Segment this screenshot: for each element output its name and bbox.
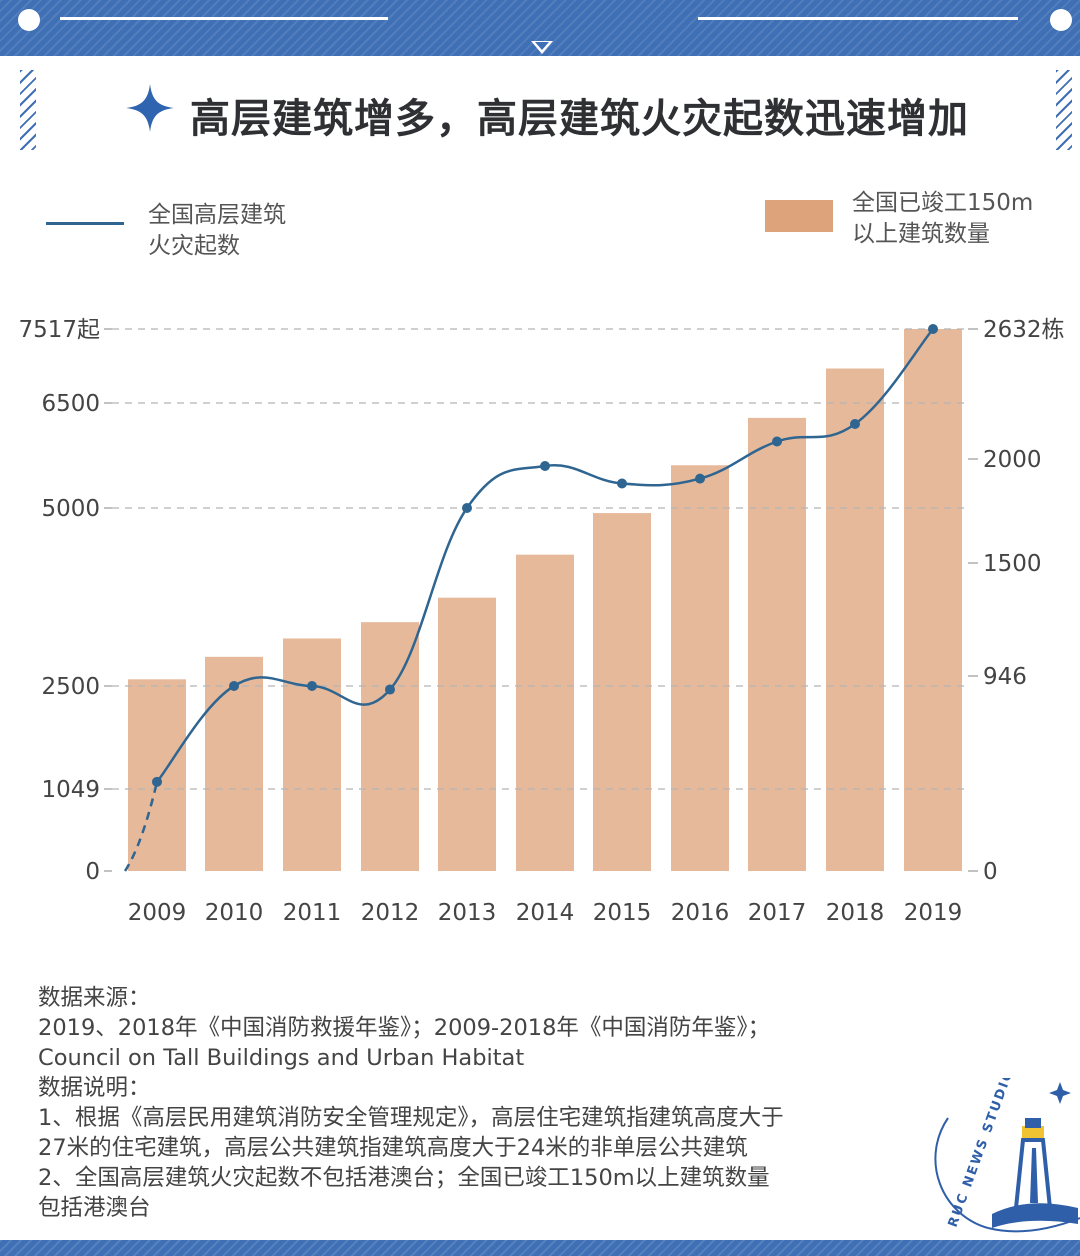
legend-bar-label: 全国已竣工150m 以上建筑数量 bbox=[852, 188, 1033, 250]
bar-2013 bbox=[438, 597, 496, 871]
right-rule bbox=[698, 17, 1018, 20]
x-tick-label: 2013 bbox=[438, 900, 497, 926]
top-banner bbox=[0, 0, 1080, 56]
x-tick-label: 2014 bbox=[516, 900, 575, 926]
chart: 0 1049 2500 5000 6500 7517起 0 946 1500 2000 2632栋 2… bbox=[18, 317, 1065, 926]
bar-2012 bbox=[361, 622, 419, 871]
legend-line-label-1: 全国高层建筑 bbox=[148, 202, 286, 228]
left-rule bbox=[60, 17, 388, 20]
legend-bar-swatch bbox=[765, 200, 833, 232]
bar-2014 bbox=[516, 554, 574, 871]
bar-2016 bbox=[671, 465, 729, 871]
x-tick-label: 2015 bbox=[593, 900, 652, 926]
notes-line: 2、全国高层建筑火灾起数不包括港澳台；全国已竣工150m以上建筑数量 bbox=[38, 1165, 770, 1191]
bar-2018 bbox=[826, 368, 884, 871]
notes-line: 数据来源： bbox=[38, 985, 151, 1011]
legend-line-swatch bbox=[46, 222, 124, 225]
right-tick-label: 1500 bbox=[983, 551, 1042, 577]
notes-line: 包括港澳台 bbox=[38, 1195, 151, 1221]
page-title: 高层建筑增多，高层建筑火灾起数迅速增加 bbox=[190, 96, 969, 142]
x-tick-label: 2011 bbox=[283, 900, 342, 926]
logo-text: RUC NEWS STUDIO bbox=[946, 1078, 1018, 1229]
right-dot-icon bbox=[1050, 9, 1072, 31]
x-tick-label: 2010 bbox=[205, 900, 264, 926]
bar-2010 bbox=[205, 656, 263, 871]
notes-line: 数据说明： bbox=[38, 1075, 151, 1101]
left-tick-label: 0 bbox=[85, 859, 100, 885]
x-tick-label: 2017 bbox=[748, 900, 807, 926]
line-point-2017 bbox=[772, 436, 782, 447]
notes-block: 数据来源： 2019、2018年《中国消防救援年鉴》；2009-2018年《中国… bbox=[38, 983, 878, 1223]
x-tick-label: 2009 bbox=[128, 900, 187, 926]
legend-line-label-2: 火灾起数 bbox=[148, 233, 240, 259]
line-point-2014 bbox=[540, 461, 550, 471]
right-tick-label: 0 bbox=[983, 859, 998, 885]
star-icon bbox=[126, 84, 174, 132]
left-hatch-decoration bbox=[20, 70, 36, 150]
legend-line-label: 全国高层建筑 火灾起数 bbox=[148, 200, 286, 262]
line-point-2018 bbox=[850, 419, 860, 429]
notch-inner bbox=[535, 42, 549, 50]
line-point-2010 bbox=[229, 681, 239, 691]
line-point-2019 bbox=[928, 324, 938, 334]
notes-line: 2019、2018年《中国消防救援年鉴》；2009-2018年《中国消防年鉴》； bbox=[38, 1015, 771, 1041]
line-point-2012 bbox=[385, 684, 395, 695]
line-point-2009 bbox=[152, 776, 162, 787]
bottom-banner bbox=[0, 1240, 1080, 1256]
right-hatch-decoration bbox=[1056, 70, 1072, 150]
left-dot-icon bbox=[18, 9, 40, 31]
line-point-2011 bbox=[307, 681, 317, 691]
left-tick-label: 6500 bbox=[41, 391, 100, 417]
legend-bar-label-2: 以上建筑数量 bbox=[852, 221, 990, 247]
right-tick-label: 946 bbox=[983, 664, 1027, 690]
notes-line: Council on Tall Buildings and Urban Habi… bbox=[38, 1045, 525, 1071]
x-tick-label: 2019 bbox=[904, 900, 963, 926]
right-tick-label: 2000 bbox=[983, 447, 1042, 473]
line-series bbox=[156, 328, 934, 783]
x-tick-label: 2012 bbox=[361, 900, 420, 926]
line-point-2016 bbox=[695, 473, 705, 484]
left-tick-label: 5000 bbox=[41, 496, 100, 522]
legend-bar-label-1: 全国已竣工150m bbox=[852, 190, 1034, 216]
left-tick-label: 1049 bbox=[41, 777, 100, 803]
line-point-2013 bbox=[462, 503, 472, 513]
bar-2019 bbox=[904, 329, 962, 871]
notes-line: 27米的住宅建筑，高层公共建筑指建筑高度大于24米的非单层公共建筑 bbox=[38, 1135, 748, 1161]
left-tick-label: 2500 bbox=[41, 674, 100, 700]
right-tick-label: 2632栋 bbox=[983, 317, 1065, 343]
ruc-news-studio-logo: RUC NEWS STUDIO bbox=[934, 1078, 1080, 1233]
bar-2011 bbox=[283, 638, 341, 871]
line-point-2015 bbox=[617, 478, 627, 489]
bar-2015 bbox=[593, 513, 651, 871]
bar-2009 bbox=[128, 679, 186, 871]
left-tick-label: 7517起 bbox=[18, 317, 100, 343]
x-tick-label: 2016 bbox=[671, 900, 730, 926]
line-start-dashed bbox=[123, 781, 159, 872]
bar-2017 bbox=[748, 417, 806, 871]
x-tick-label: 2018 bbox=[826, 900, 885, 926]
notes-line: 1、根据《高层民用建筑消防安全管理规定》，高层住宅建筑指建筑高度大于 bbox=[38, 1105, 784, 1131]
